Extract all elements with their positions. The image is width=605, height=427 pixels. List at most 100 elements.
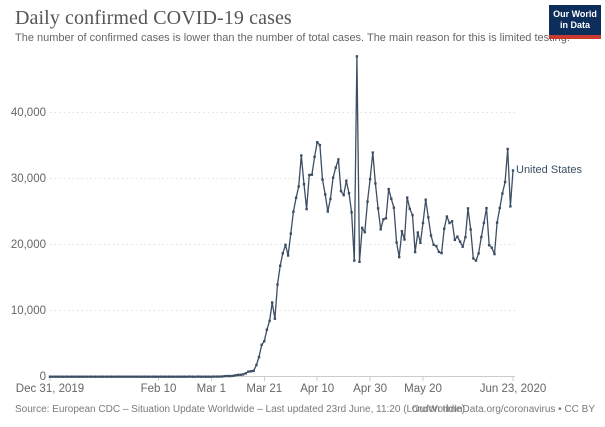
data-point-marker[interactable] bbox=[511, 169, 515, 172]
data-point-marker[interactable] bbox=[395, 241, 398, 244]
data-point-marker[interactable] bbox=[384, 217, 388, 220]
data-point-marker[interactable] bbox=[413, 250, 417, 254]
data-point-marker[interactable] bbox=[363, 231, 366, 234]
data-point-marker[interactable] bbox=[167, 375, 171, 378]
data-point-marker[interactable] bbox=[220, 375, 224, 378]
data-point-marker[interactable] bbox=[390, 197, 393, 200]
data-point-marker[interactable] bbox=[366, 200, 369, 203]
data-point-marker[interactable] bbox=[91, 375, 94, 378]
data-point-marker[interactable] bbox=[371, 151, 374, 154]
data-point-marker[interactable] bbox=[99, 375, 102, 378]
data-point-marker[interactable] bbox=[289, 232, 292, 235]
data-point-marker[interactable] bbox=[170, 375, 173, 378]
data-point-marker[interactable] bbox=[75, 375, 78, 378]
data-point-marker[interactable] bbox=[279, 264, 282, 267]
data-point-marker[interactable] bbox=[408, 207, 411, 210]
data-point-marker[interactable] bbox=[495, 221, 499, 224]
data-point-marker[interactable] bbox=[435, 244, 438, 248]
data-point-marker[interactable] bbox=[392, 206, 396, 209]
data-point-marker[interactable] bbox=[236, 373, 239, 377]
data-point-marker[interactable] bbox=[432, 243, 435, 246]
data-point-marker[interactable] bbox=[350, 211, 353, 214]
series-line[interactable] bbox=[50, 55, 514, 378]
data-point-marker[interactable] bbox=[247, 370, 250, 373]
data-point-marker[interactable] bbox=[93, 375, 97, 378]
data-point-marker[interactable] bbox=[183, 375, 187, 378]
data-point-marker[interactable] bbox=[403, 238, 406, 241]
data-point-marker[interactable] bbox=[212, 375, 216, 378]
data-point-marker[interactable] bbox=[480, 235, 483, 239]
data-point-marker[interactable] bbox=[54, 375, 57, 378]
data-point-marker[interactable] bbox=[268, 319, 271, 323]
data-point-marker[interactable] bbox=[189, 375, 192, 378]
data-point-marker[interactable] bbox=[234, 374, 237, 377]
data-point-marker[interactable] bbox=[368, 178, 372, 181]
data-point-marker[interactable] bbox=[358, 260, 361, 263]
data-point-marker[interactable] bbox=[347, 192, 351, 195]
data-point-marker[interactable] bbox=[416, 231, 419, 234]
data-point-marker[interactable] bbox=[464, 236, 467, 239]
data-point-marker[interactable] bbox=[181, 375, 184, 378]
data-point-marker[interactable] bbox=[241, 373, 245, 376]
data-point-marker[interactable] bbox=[448, 221, 451, 225]
data-point-marker[interactable] bbox=[379, 228, 382, 231]
data-point-marker[interactable] bbox=[72, 375, 75, 378]
data-point-marker[interactable] bbox=[376, 207, 380, 210]
data-point-marker[interactable] bbox=[226, 374, 229, 378]
data-point-marker[interactable] bbox=[197, 375, 200, 378]
owid-logo[interactable]: Our World in Data bbox=[549, 5, 601, 39]
data-point-marker[interactable] bbox=[128, 375, 131, 378]
data-point-marker[interactable] bbox=[85, 375, 89, 378]
data-point-marker[interactable] bbox=[136, 375, 139, 378]
data-point-marker[interactable] bbox=[509, 205, 512, 208]
data-point-marker[interactable] bbox=[101, 375, 105, 378]
data-point-marker[interactable] bbox=[400, 230, 404, 233]
data-point-marker[interactable] bbox=[284, 243, 287, 246]
data-point-marker[interactable] bbox=[273, 317, 277, 320]
data-point-marker[interactable] bbox=[107, 375, 110, 378]
data-point-marker[interactable] bbox=[429, 234, 433, 237]
data-point-marker[interactable] bbox=[138, 375, 142, 378]
data-point-marker[interactable] bbox=[342, 194, 345, 197]
data-point-marker[interactable] bbox=[154, 375, 157, 378]
data-point-marker[interactable] bbox=[109, 375, 113, 378]
data-point-marker[interactable] bbox=[355, 55, 359, 58]
data-point-marker[interactable] bbox=[318, 143, 322, 147]
data-point-marker[interactable] bbox=[231, 374, 234, 378]
data-point-marker[interactable] bbox=[493, 252, 496, 256]
data-point-marker[interactable] bbox=[199, 375, 202, 378]
data-point-marker[interactable] bbox=[458, 240, 462, 243]
data-point-marker[interactable] bbox=[152, 375, 155, 378]
data-point-marker[interactable] bbox=[286, 254, 290, 257]
data-point-marker[interactable] bbox=[503, 180, 507, 184]
data-point-marker[interactable] bbox=[265, 328, 269, 331]
data-point-marker[interactable] bbox=[117, 375, 120, 378]
data-point-marker[interactable] bbox=[443, 227, 446, 230]
data-point-marker[interactable] bbox=[178, 375, 181, 378]
data-point-marker[interactable] bbox=[488, 244, 491, 247]
data-point-marker[interactable] bbox=[419, 241, 422, 244]
data-point-marker[interactable] bbox=[191, 375, 195, 378]
data-point-marker[interactable] bbox=[51, 375, 54, 378]
data-point-marker[interactable] bbox=[144, 375, 147, 378]
data-point-marker[interactable] bbox=[482, 221, 486, 225]
data-point-marker[interactable] bbox=[456, 235, 459, 238]
data-point-marker[interactable] bbox=[453, 238, 456, 242]
data-point-marker[interactable] bbox=[62, 375, 65, 378]
data-point-marker[interactable] bbox=[461, 245, 464, 248]
data-point-marker[interactable] bbox=[186, 375, 189, 378]
data-point-marker[interactable] bbox=[313, 155, 316, 158]
data-point-marker[interactable] bbox=[165, 375, 168, 378]
data-point-marker[interactable] bbox=[255, 363, 258, 367]
data-point-marker[interactable] bbox=[477, 252, 480, 255]
data-point-marker[interactable] bbox=[382, 218, 385, 221]
data-point-marker[interactable] bbox=[252, 369, 255, 372]
data-point-marker[interactable] bbox=[331, 176, 335, 179]
data-point-marker[interactable] bbox=[345, 179, 348, 182]
data-point-marker[interactable] bbox=[162, 375, 165, 378]
data-point-marker[interactable] bbox=[83, 375, 86, 378]
data-point-marker[interactable] bbox=[474, 259, 478, 262]
data-point-marker[interactable] bbox=[88, 375, 91, 378]
data-point-marker[interactable] bbox=[281, 252, 284, 255]
